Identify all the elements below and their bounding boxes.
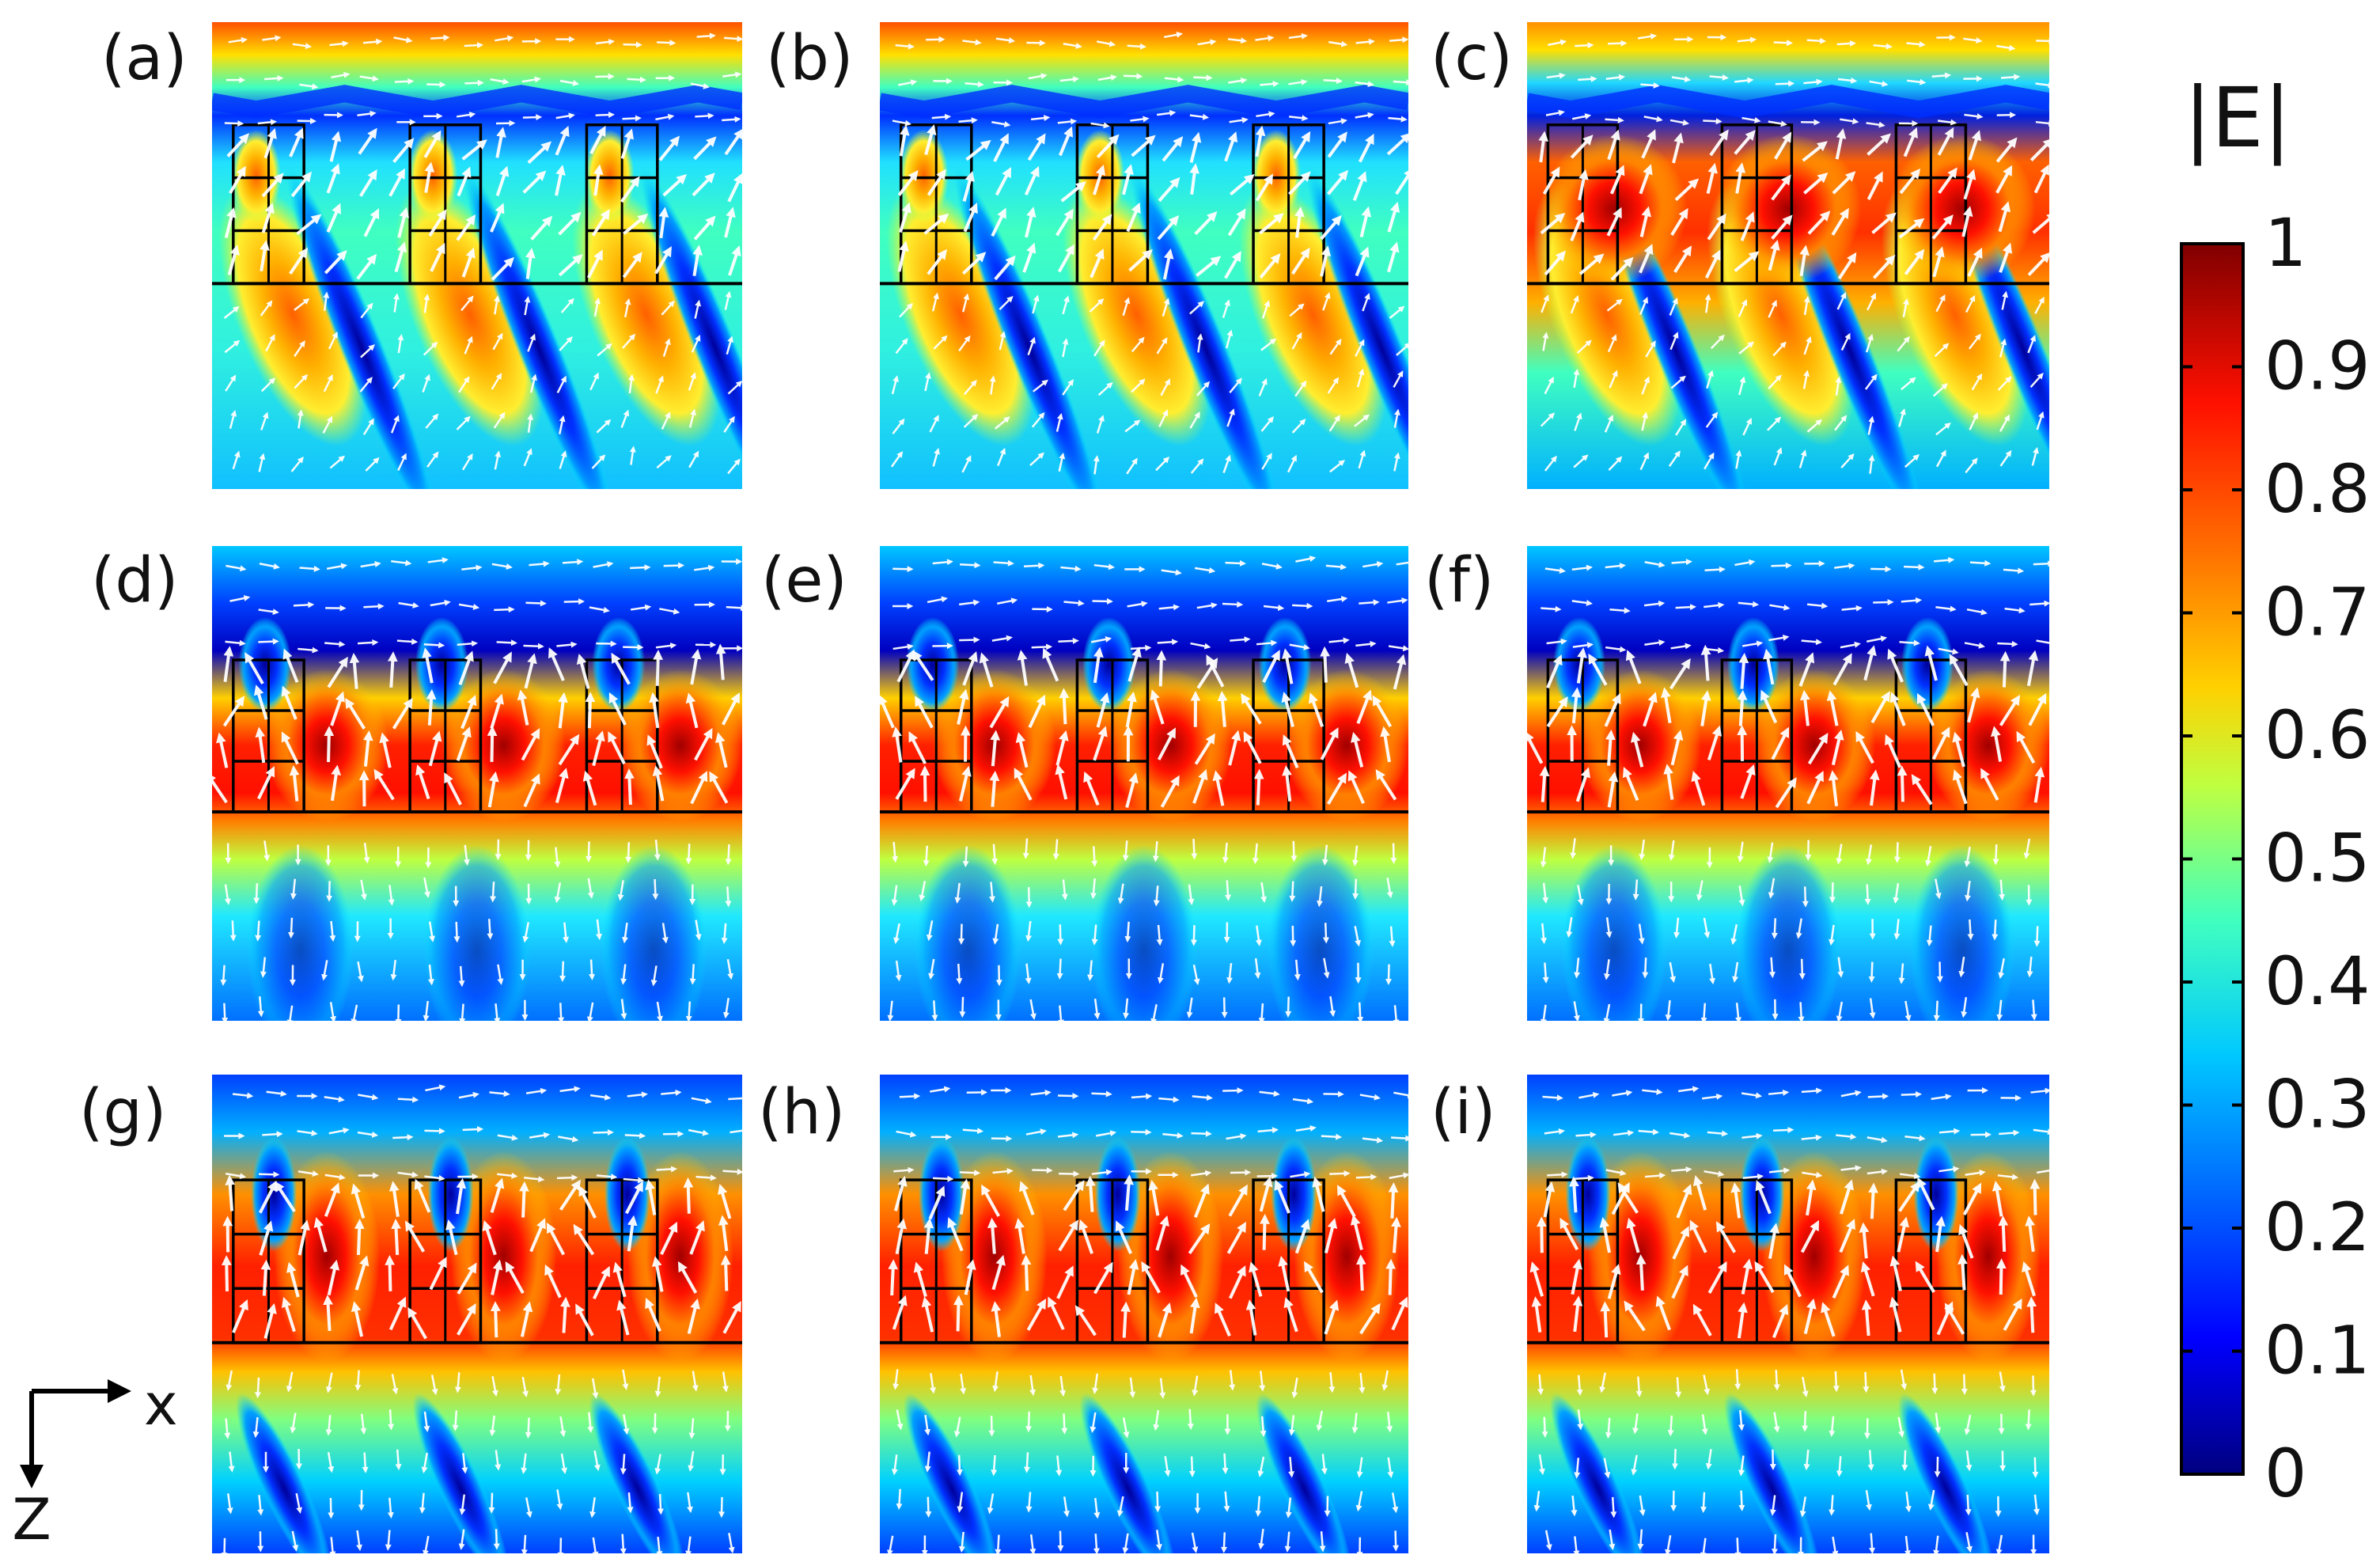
colorbar-tick-label: 0.9 (2264, 328, 2371, 405)
colorbar-tick-label: 0.6 (2264, 696, 2371, 774)
colorbar-tick-label: 0.4 (2264, 942, 2371, 1020)
colorbar-ticks: 0 0.1 0.2 0.3 0.4 0.5 0.6 0.7 0.8 0.9 1 (2181, 204, 2371, 1512)
panel-label-e: (e) (761, 545, 847, 616)
panel-c (1527, 22, 2049, 489)
panel-label-d: (d) (91, 545, 178, 616)
field-arrows (223, 32, 742, 475)
field-arrows (1527, 556, 2049, 1021)
panel-label-h: (h) (758, 1077, 845, 1148)
colorbar-tick-label: 0.5 (2264, 820, 2371, 897)
panel-label-f: (f) (1424, 545, 1494, 616)
panel-label-g: (g) (79, 1077, 166, 1148)
panel-h (880, 1075, 1408, 1553)
panel-g (212, 1075, 742, 1553)
x-axis-label: x (144, 1371, 178, 1438)
field-map (880, 546, 1408, 1021)
field-map (212, 22, 742, 489)
field-arrows (1529, 1086, 2049, 1553)
colorbar: |E| 0 0.1 0.2 0.3 0.4 0.5 0.6 0.7 0.8 0.9 1 (2180, 70, 2371, 1512)
panel-e (880, 546, 1408, 1021)
panel-i (1527, 1075, 2049, 1553)
colorbar-tick-label: 0 (2264, 1435, 2306, 1512)
field-arrows (880, 555, 1408, 1021)
field-arrows (212, 557, 742, 1021)
field-map (880, 22, 1408, 489)
panel-label-b: (b) (766, 23, 853, 94)
panel-label-c: (c) (1431, 23, 1513, 94)
axis-indicator: x Z (12, 1371, 177, 1553)
field-map (880, 1075, 1408, 1553)
field-arrows (886, 1086, 1408, 1553)
panel-label-a: (a) (101, 23, 188, 94)
colorbar-tick-label: 0.2 (2264, 1189, 2371, 1266)
colorbar-tick-label: 0.8 (2264, 450, 2371, 528)
field-map (1527, 22, 2049, 489)
colorbar-tick-label: 1 (2264, 204, 2306, 282)
colorbar-tick-label: 0.1 (2264, 1312, 2371, 1390)
panel-f (1527, 546, 2049, 1021)
panel-grid: (a) (b) (c) (d) (e) (f) (g) (h) (i) (79, 22, 2049, 1553)
field-arrows (1538, 33, 2049, 474)
field-map (1527, 546, 2049, 1021)
z-axis-label: Z (12, 1486, 51, 1553)
colorbar-tick-label: 0.3 (2264, 1066, 2371, 1143)
panel-b (880, 22, 1408, 489)
panel-a (212, 22, 742, 489)
panel-d (212, 546, 742, 1021)
colorbar-title: |E| (2184, 70, 2291, 166)
field-arrows (221, 1084, 742, 1553)
colorbar-tick-label: 0.7 (2264, 574, 2371, 651)
panel-label-i: (i) (1431, 1077, 1496, 1148)
field-arrows (890, 31, 1408, 475)
